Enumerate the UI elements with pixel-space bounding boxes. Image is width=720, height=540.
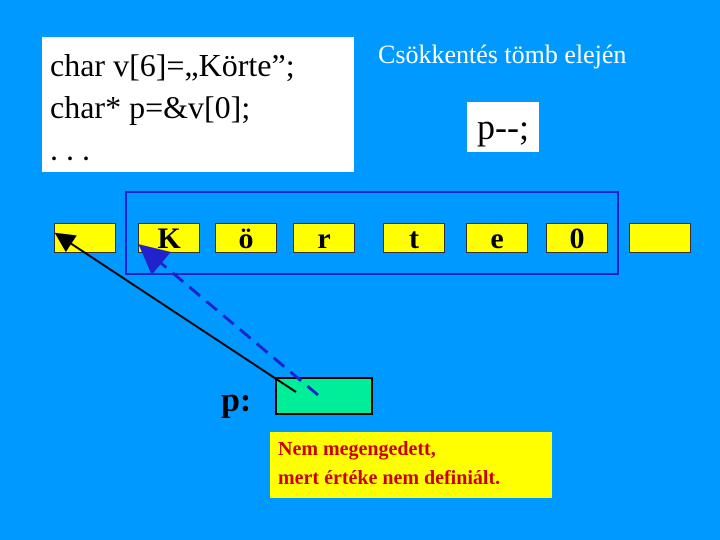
note-line-1: Nem megengedett, [278,438,436,460]
note-line-2: mert értéke nem definiált. [278,467,501,489]
old-pointer-dashed-arrow [138,244,319,397]
array-cell-5: 0 [546,223,608,254]
code-line-declaration: char v[6]=„Körte”; [50,47,295,83]
array-frame [125,191,619,275]
pointer-box [275,377,373,415]
array-cell-after [629,223,691,253]
note-box: Nem megengedett, mert értéke nem definiá… [270,432,552,498]
code-line-pointer-init: char* p=&v[0]; [50,89,251,125]
slide-title: Csökkentés tömb elején [378,40,627,69]
array-cell-1: ö [215,223,277,254]
operation-box: p--; [467,102,539,152]
array-cell-2: r [293,223,355,254]
pointer-label: p: [221,382,252,419]
code-line-ellipsis: . . . [50,131,90,167]
array-cell-4: e [466,223,528,254]
code-box: char v[6]=„Körte”; char* p=&v[0]; . . . [42,37,354,172]
new-pointer-arrow [54,232,297,393]
array-cell-3: t [383,223,445,254]
